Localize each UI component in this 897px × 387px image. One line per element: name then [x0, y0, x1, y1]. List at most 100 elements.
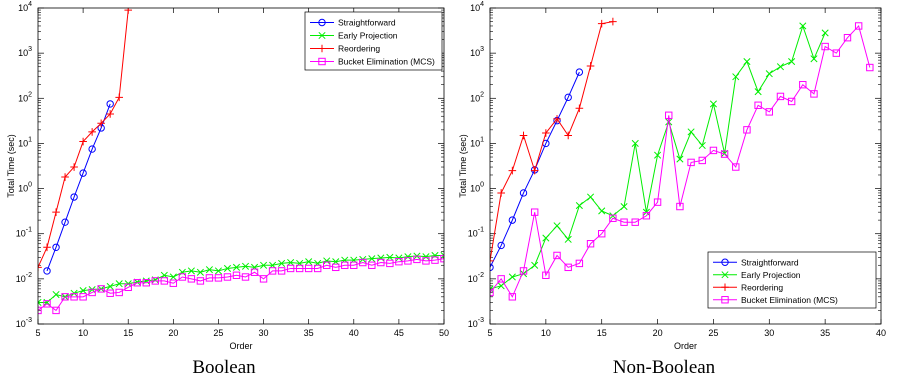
data-point — [821, 42, 829, 51]
y-tick-label: 102 — [18, 91, 32, 103]
data-point — [223, 264, 232, 273]
x-tick-label: 30 — [764, 328, 774, 338]
data-point — [598, 207, 606, 215]
data-point — [553, 115, 561, 123]
data-point — [732, 73, 740, 81]
data-point — [88, 128, 96, 136]
y-tick-label: 103 — [18, 46, 32, 58]
x-tick-label: 5 — [487, 328, 492, 338]
data-point — [124, 8, 133, 14]
data-point — [304, 264, 313, 273]
series-line — [490, 24, 871, 298]
data-point — [530, 208, 539, 216]
data-point — [52, 290, 60, 299]
data-point — [490, 263, 494, 272]
data-point — [609, 212, 617, 220]
data-point — [79, 293, 87, 301]
data-point — [38, 298, 42, 307]
data-point — [196, 268, 204, 276]
data-point — [404, 253, 412, 261]
y-tick-label: 100 — [18, 182, 32, 194]
data-point — [497, 189, 505, 197]
data-point — [386, 253, 394, 261]
data-point — [542, 234, 550, 242]
chart-panel-1: 10-3 10-2 10-1 100 101 102 103 104 5 10 15 20 25 30 35… — [458, 1, 886, 351]
legend-label: Reordering — [338, 44, 380, 54]
data-point — [196, 277, 205, 285]
data-point — [259, 275, 268, 283]
data-point — [787, 97, 796, 106]
data-point — [214, 267, 222, 275]
data-point — [440, 251, 444, 260]
data-point — [88, 288, 96, 297]
legend-label: Bucket Elimination (MCS) — [741, 295, 838, 305]
data-point — [609, 214, 617, 222]
data-point — [341, 261, 349, 269]
data-point — [260, 261, 268, 269]
y-tick-label: 104 — [18, 1, 32, 13]
series-line — [38, 254, 444, 303]
x-tick-label: 45 — [394, 328, 404, 338]
data-point — [106, 289, 114, 297]
data-point — [843, 33, 852, 42]
data-point — [169, 273, 177, 281]
data-point — [88, 145, 96, 153]
data-point — [241, 262, 250, 270]
data-point — [564, 263, 572, 272]
data-point — [810, 55, 818, 63]
data-point — [676, 155, 684, 163]
data-point — [368, 261, 376, 269]
data-point — [38, 263, 42, 272]
x-tick-label: 5 — [35, 328, 40, 338]
data-point — [530, 166, 539, 175]
y-tick-label: 10-3 — [16, 317, 32, 329]
data-point — [232, 263, 241, 271]
data-point — [687, 128, 695, 136]
data-point — [305, 258, 313, 266]
legend-swatch-marker — [318, 44, 326, 53]
data-point — [232, 271, 241, 279]
data-point — [765, 70, 773, 78]
data-point — [187, 275, 196, 283]
data-point — [799, 22, 807, 30]
data-point — [497, 275, 505, 283]
data-point — [620, 218, 628, 226]
data-point — [70, 163, 78, 171]
data-point — [431, 251, 439, 260]
data-point — [631, 218, 639, 226]
data-point — [124, 283, 132, 292]
data-point — [43, 243, 51, 252]
legend-swatch-marker — [721, 258, 729, 266]
data-point — [43, 267, 51, 275]
data-point — [519, 189, 528, 197]
data-point — [743, 126, 751, 134]
data-point — [395, 254, 403, 262]
data-point — [754, 88, 762, 96]
data-point — [106, 100, 114, 108]
legend-swatch-marker — [721, 283, 729, 292]
y-tick-label: 104 — [470, 1, 484, 13]
data-point — [386, 259, 394, 268]
data-point — [508, 273, 516, 281]
x-axis-label: Order — [674, 341, 697, 351]
data-point — [323, 261, 331, 269]
plot-frame — [489, 7, 882, 325]
series-reordering — [490, 17, 617, 265]
data-point — [564, 131, 572, 140]
x-tick-label: 15 — [597, 328, 607, 338]
data-point — [295, 264, 304, 273]
x-tick-label: 50 — [439, 328, 449, 338]
data-point — [788, 58, 796, 66]
y-tick-label: 101 — [18, 136, 32, 148]
series-reordering — [38, 8, 133, 272]
chart-panel-0: 10-3 10-2 10-1 100 101 102 103 104 5 10 15 20 25 30 35… — [6, 1, 449, 351]
data-point — [278, 259, 286, 267]
data-point — [743, 58, 751, 66]
data-point — [205, 274, 214, 282]
series-straightforward — [43, 100, 114, 275]
data-point — [776, 92, 785, 101]
data-point — [866, 63, 874, 72]
data-point — [490, 285, 494, 293]
data-point — [854, 22, 863, 30]
data-point — [395, 257, 403, 266]
